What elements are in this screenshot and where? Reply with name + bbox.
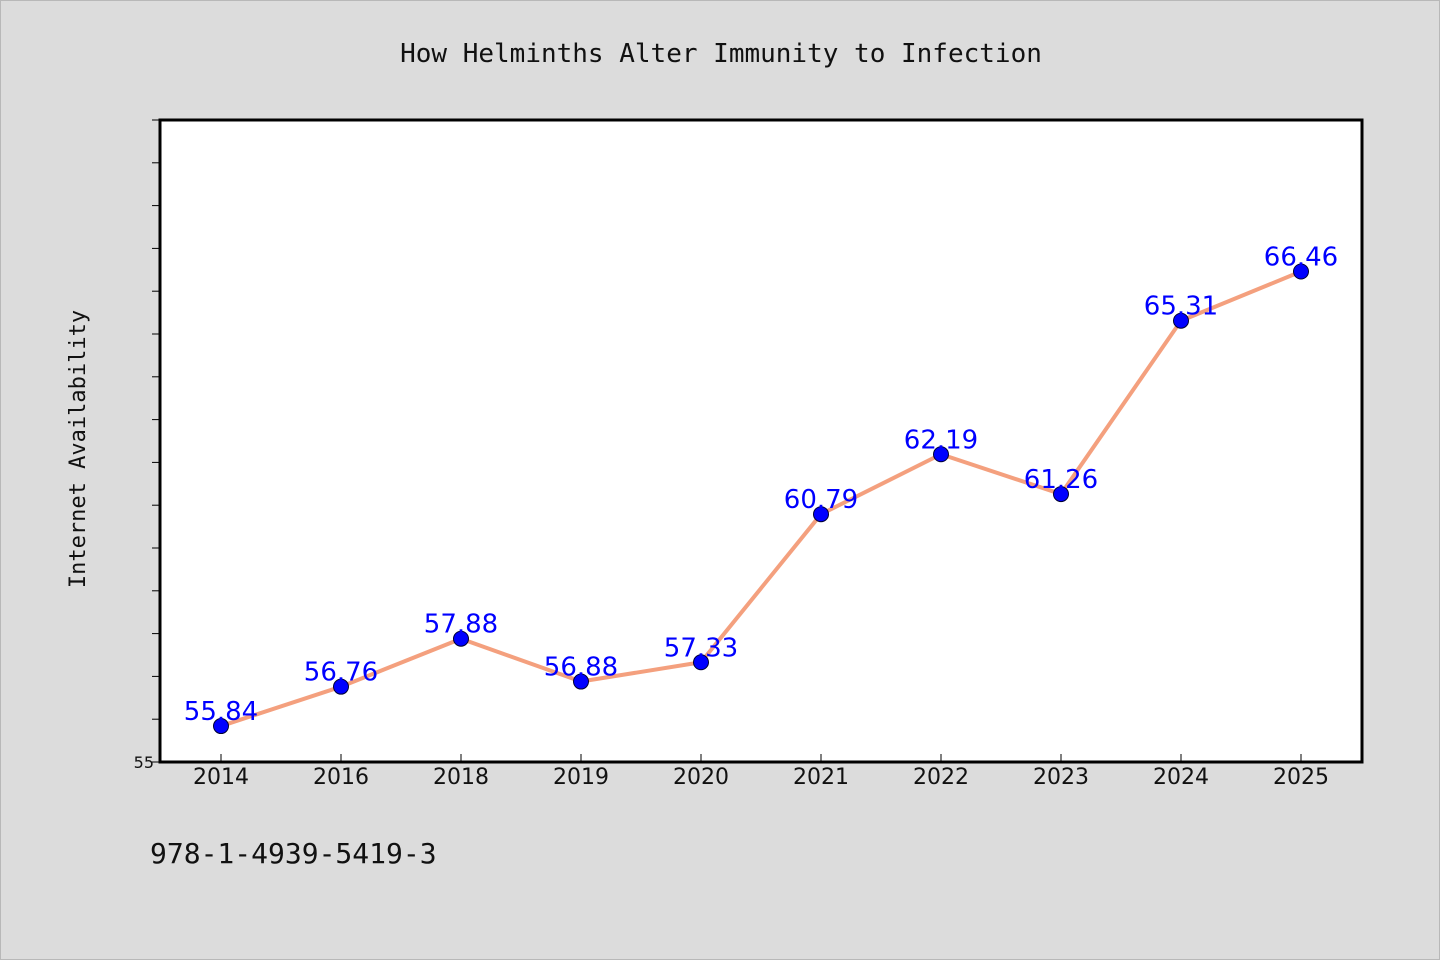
data-label: 56.88 <box>544 653 618 683</box>
data-point <box>813 506 829 523</box>
y-axis-ticks: 55 <box>134 119 159 772</box>
data-point <box>1293 263 1309 280</box>
y-axis-label: Internet Availability <box>66 310 91 588</box>
data-label: 66.46 <box>1264 243 1338 273</box>
data-point <box>573 673 589 690</box>
data-label: 57.33 <box>664 633 738 663</box>
x-tick-label: 2018 <box>433 765 489 790</box>
chart-title: How Helminths Alter Immunity to Infectio… <box>400 39 1042 69</box>
data-label: 56.76 <box>304 658 378 688</box>
data-point <box>933 446 949 463</box>
data-label: 61.26 <box>1024 465 1098 495</box>
x-axis-ticks: 2014 2016 2018 2019 2020 2021 2022 2023 2024 2025 <box>193 754 1329 790</box>
data-labels: 55.84 56.76 57.88 56.88 57.33 60.79 62.19 61.26… <box>184 243 1338 728</box>
series-layer <box>213 263 1309 735</box>
data-point <box>333 678 349 695</box>
x-tick-label: 2023 <box>1033 765 1089 790</box>
data-point <box>213 718 229 735</box>
data-point <box>453 630 469 647</box>
data-point <box>1173 312 1189 329</box>
x-tick-label: 2016 <box>313 765 369 790</box>
x-tick-label: 2020 <box>673 765 729 790</box>
y-tick-label: 55 <box>134 753 154 772</box>
series-line <box>219 269 1303 729</box>
x-tick-label: 2025 <box>1273 765 1329 790</box>
plot-area <box>158 118 1364 764</box>
data-label: 62.19 <box>904 425 978 455</box>
data-point <box>693 654 709 671</box>
data-label: 57.88 <box>424 610 498 640</box>
data-label: 65.31 <box>1144 292 1218 322</box>
x-tick-label: 2014 <box>193 765 249 790</box>
x-tick-label: 2019 <box>553 765 609 790</box>
data-point <box>1053 486 1069 503</box>
data-label: 60.79 <box>784 485 858 515</box>
footer-isbn: 978-1-4939-5419-3 <box>150 837 437 870</box>
x-tick-label: 2022 <box>913 765 969 790</box>
x-tick-label: 2021 <box>793 765 849 790</box>
data-label: 55.84 <box>184 697 258 727</box>
x-tick-label: 2024 <box>1153 765 1209 790</box>
